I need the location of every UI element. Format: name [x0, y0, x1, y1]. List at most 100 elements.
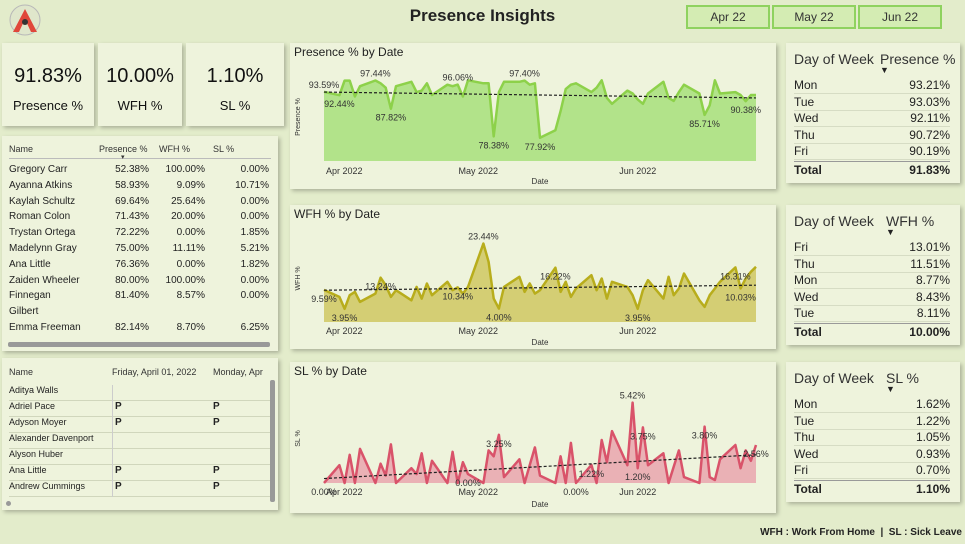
- table-row[interactable]: Alyson Huber: [9, 449, 271, 465]
- attendance-mark: [112, 433, 115, 449]
- wfh-chart: 9.59% 3.95% 13.24% 10.34% 23.44% 4.00% 16.22% 3…: [295, 232, 757, 347]
- table-row[interactable]: Thu 90.72%: [794, 127, 950, 144]
- employee-table-body: Name Presence % WFH % SL % ▾ Gregory Car…: [9, 144, 271, 344]
- column-header-presence[interactable]: Presence %: [99, 144, 148, 154]
- kpi-card-presence: 91.83% Presence %: [2, 43, 94, 126]
- column-header-name[interactable]: Name: [9, 367, 34, 377]
- column-header-value[interactable]: WFH %: [886, 213, 935, 229]
- day-of-week: Mon: [794, 273, 818, 288]
- horizontal-scrollbar[interactable]: [8, 342, 270, 347]
- attendance-mark: P: [213, 401, 220, 412]
- table-row[interactable]: Emma Freeman 82.14% 8.70% 6.25%: [9, 322, 271, 337]
- page-title: Presence Insights: [409, 6, 556, 25]
- data-label: 92.44%: [324, 99, 355, 109]
- day-value: 8.11%: [916, 306, 950, 321]
- column-header-wfh[interactable]: WFH %: [159, 144, 190, 154]
- table-row[interactable]: Mon 1.62%: [794, 396, 950, 413]
- table-row[interactable]: Aditya Walls: [9, 385, 271, 401]
- column-header-name[interactable]: Name: [9, 144, 34, 154]
- data-label: 13.24%: [365, 282, 396, 292]
- table-row[interactable]: Roman Colon 71.43% 20.00% 0.00%: [9, 211, 271, 226]
- sort-down-icon: ▾: [121, 154, 125, 161]
- column-header-sl[interactable]: SL %: [213, 144, 235, 154]
- chart-title: WFH % by Date: [294, 207, 381, 221]
- table-row[interactable]: Mon 8.77%: [794, 272, 950, 290]
- x-tick-label: Apr 2022: [326, 487, 363, 497]
- table-row[interactable]: Wed 8.43%: [794, 289, 950, 306]
- table-row[interactable]: Gilbert: [9, 306, 271, 321]
- month-button-may[interactable]: May 22: [772, 5, 856, 29]
- employee-value: 80.00%: [115, 274, 149, 286]
- table-row[interactable]: Thu 11.51%: [794, 256, 950, 273]
- table-row[interactable]: Wed 0.93%: [794, 446, 950, 463]
- table-row[interactable]: Tue 1.22%: [794, 413, 950, 430]
- total-value: 1.10%: [915, 482, 950, 496]
- table-row[interactable]: Fri 90.19%: [794, 143, 950, 161]
- table-row[interactable]: Andrew Cummings P P: [9, 481, 271, 497]
- table-row[interactable]: Adriel Pace P P: [9, 401, 271, 417]
- table-row[interactable]: Alexander Davenport: [9, 433, 271, 449]
- data-label: 85.71%: [689, 119, 720, 129]
- table-row[interactable]: Adyson Moyer P P: [9, 417, 271, 433]
- scroll-left-icon[interactable]: [6, 501, 11, 506]
- table-row[interactable]: Trystan Ortega 72.22% 0.00% 1.85%: [9, 227, 271, 242]
- table-row[interactable]: Ana Little 76.36% 0.00% 1.82%: [9, 259, 271, 274]
- column-header-day[interactable]: Day of Week: [794, 51, 874, 67]
- day-of-week: Wed: [794, 446, 819, 461]
- data-label: 3.95%: [625, 313, 651, 323]
- column-header-day[interactable]: Day of Week: [794, 370, 874, 386]
- table-row[interactable]: Wed 92.11%: [794, 110, 950, 128]
- day-of-week: Tue: [794, 306, 815, 321]
- table-row[interactable]: Madelynn Gray 75.00% 11.11% 5.21%: [9, 243, 271, 258]
- day-of-week: Fri: [794, 240, 808, 254]
- total-value: 91.83%: [909, 163, 950, 177]
- attendance-mark: P: [112, 417, 122, 433]
- column-header-date-1[interactable]: Friday, April 01, 2022: [112, 367, 197, 377]
- employee-name: Madelynn Gray: [9, 243, 77, 254]
- table-row[interactable]: Fri 0.70%: [794, 462, 950, 480]
- data-label: 10.34%: [442, 291, 473, 301]
- table-row[interactable]: Zaiden Wheeler 80.00% 100.00% 0.00%: [9, 275, 271, 290]
- employee-name: Aditya Walls: [9, 385, 59, 395]
- table-row[interactable]: Mon 93.21%: [794, 77, 950, 94]
- column-header-day[interactable]: Day of Week: [794, 213, 874, 229]
- table-row[interactable]: Thu 1.05%: [794, 429, 950, 447]
- day-value: 0.70%: [915, 463, 950, 478]
- month-button-apr[interactable]: Apr 22: [686, 5, 770, 29]
- employee-name: Gregory Carr: [9, 164, 68, 175]
- table-row[interactable]: Tue 8.11%: [794, 305, 950, 323]
- table-row[interactable]: Gregory Carr 52.38% 100.00% 0.00%: [9, 164, 271, 179]
- data-label: 0.00%: [455, 478, 481, 488]
- day-of-week: Fri: [794, 144, 808, 159]
- employee-name: Ana Little: [9, 258, 51, 270]
- employee-name: Ana Little: [9, 465, 47, 475]
- table-row[interactable]: Finnegan 81.40% 8.57% 0.00%: [9, 290, 271, 305]
- dow-table-wfh: Day of Week WFH % ▼ Fri 13.01% Thu 11.51% Mo…: [786, 205, 960, 345]
- series-line[interactable]: [323, 79, 756, 140]
- employee-value: 1.85%: [240, 227, 269, 239]
- month-button-jun[interactable]: Jun 22: [858, 5, 942, 29]
- employee-value: 9.09%: [176, 179, 205, 191]
- column-header-date-2[interactable]: Monday, Apr: [213, 367, 263, 377]
- total-label: Total: [794, 482, 822, 496]
- employee-name: Roman Colon: [9, 211, 71, 223]
- data-label: 16.31%: [720, 271, 751, 281]
- employee-value: 6.25%: [240, 322, 269, 333]
- column-header-value[interactable]: SL %: [886, 370, 919, 386]
- attendance-table: Name Friday, April 01, 2022 Monday, Apr …: [2, 358, 278, 510]
- chart-title: SL % by Date: [294, 364, 367, 378]
- column-header-value[interactable]: Presence %: [880, 51, 956, 67]
- data-label: 0.00%: [563, 487, 589, 497]
- table-row[interactable]: Ana Little P P: [9, 465, 271, 481]
- vertical-scrollbar[interactable]: [270, 380, 275, 502]
- data-label: 4.00%: [486, 313, 512, 323]
- series-line[interactable]: [323, 401, 758, 485]
- table-row[interactable]: Tue 93.03%: [794, 94, 950, 111]
- total-label: Total: [794, 325, 822, 339]
- table-row[interactable]: Ayanna Atkins 58.93% 9.09% 10.71%: [9, 180, 271, 195]
- table-row[interactable]: Kaylah Schultz 69.64% 25.64% 0.00%: [9, 196, 271, 211]
- employee-value: 0.00%: [240, 274, 269, 286]
- series-line[interactable]: [323, 242, 757, 311]
- table-row[interactable]: Fri 13.01%: [794, 239, 950, 256]
- employee-value: 0.00%: [240, 290, 269, 302]
